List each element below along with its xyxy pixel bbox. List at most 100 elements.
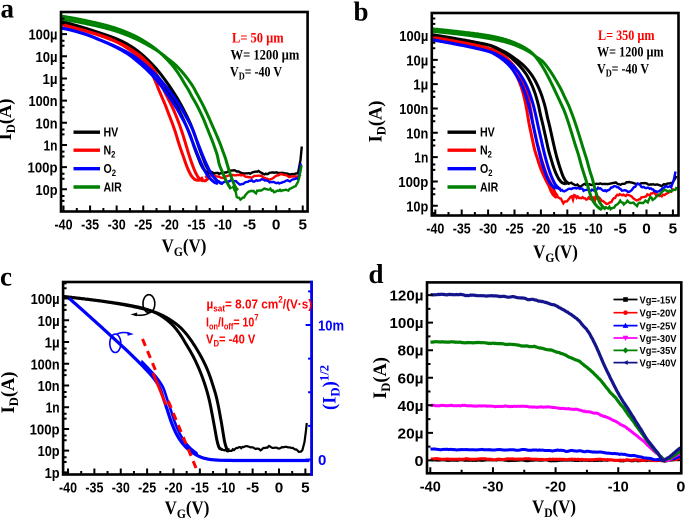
svg-text:-40: -40 — [55, 217, 73, 234]
svg-text:HV: HV — [480, 126, 495, 140]
svg-text:100µ: 100µ — [31, 291, 60, 308]
svg-text:ID(A): ID(A) — [365, 101, 388, 143]
svg-text:-30: -30 — [108, 217, 126, 234]
svg-text:100µ: 100µ — [390, 315, 424, 332]
svg-text:VD= -40 V: VD= -40 V — [597, 60, 649, 78]
svg-text:Vg=-30V: Vg=-30V — [640, 333, 677, 345]
svg-text:-5: -5 — [243, 217, 256, 234]
svg-text:-30: -30 — [112, 480, 130, 497]
svg-text:0: 0 — [642, 221, 651, 238]
svg-text:-40: -40 — [420, 479, 441, 496]
svg-text:-20: -20 — [545, 479, 566, 496]
svg-text:VD= -40 V: VD= -40 V — [230, 63, 282, 81]
svg-text:d: d — [369, 259, 384, 289]
svg-text:-35: -35 — [453, 221, 471, 238]
svg-text:80µ: 80µ — [398, 343, 424, 360]
svg-text:Ion/Ioff= 107: Ion/Ioff= 107 — [206, 313, 259, 332]
svg-text:10p: 10p — [36, 182, 58, 199]
svg-text:W= 1200 µm: W= 1200 µm — [597, 44, 664, 60]
svg-text:ID(A): ID(A) — [0, 372, 21, 414]
svg-text:120µ: 120µ — [390, 288, 424, 305]
svg-text:5: 5 — [301, 480, 310, 497]
svg-text:-5: -5 — [246, 480, 259, 497]
svg-text:0: 0 — [676, 479, 685, 496]
svg-text:100p: 100p — [28, 160, 58, 177]
svg-text:L= 50 µm: L= 50 µm — [232, 30, 284, 46]
svg-text:5: 5 — [669, 221, 678, 238]
svg-text:1n: 1n — [414, 150, 428, 167]
svg-text:-35: -35 — [85, 480, 103, 497]
svg-text:AIR: AIR — [480, 181, 499, 195]
svg-text:-20: -20 — [165, 480, 183, 497]
svg-text:100p: 100p — [30, 421, 60, 438]
svg-text:100n: 100n — [399, 101, 428, 118]
svg-text:10n: 10n — [38, 378, 60, 395]
svg-text:1µ: 1µ — [45, 335, 60, 352]
svg-text:1µ: 1µ — [43, 71, 58, 88]
svg-text:10µ: 10µ — [38, 313, 60, 330]
svg-text:100µ: 100µ — [29, 27, 58, 44]
svg-text:VD= -40 V: VD= -40 V — [206, 332, 255, 349]
svg-text:-20: -20 — [161, 217, 179, 234]
svg-text:-25: -25 — [134, 217, 152, 234]
svg-text:-10: -10 — [217, 480, 235, 497]
svg-text:L= 350 µm: L= 350 µm — [598, 27, 655, 43]
svg-text:5: 5 — [298, 217, 307, 234]
svg-text:40µ: 40µ — [398, 398, 424, 415]
svg-text:10µ: 10µ — [406, 52, 428, 69]
svg-text:-30: -30 — [479, 221, 497, 238]
svg-text:VG(V): VG(V) — [162, 235, 207, 259]
svg-text:-15: -15 — [187, 217, 205, 234]
svg-text:10p: 10p — [406, 198, 428, 215]
svg-text:100p: 100p — [398, 174, 428, 191]
svg-text:-10: -10 — [214, 217, 232, 234]
svg-text:10p: 10p — [38, 443, 60, 460]
svg-text:VD(V): VD(V) — [532, 496, 576, 519]
svg-text:1µ: 1µ — [413, 77, 428, 94]
svg-text:-40: -40 — [426, 221, 444, 238]
svg-text:-35: -35 — [81, 217, 99, 234]
svg-text:b: b — [354, 0, 369, 27]
svg-text:-10: -10 — [608, 479, 629, 496]
svg-text:-25: -25 — [138, 480, 156, 497]
svg-text:10m: 10m — [318, 318, 344, 335]
svg-text:Vg=-20V: Vg=-20V — [640, 308, 677, 320]
svg-text:100n: 100n — [29, 93, 58, 110]
svg-text:100n: 100n — [31, 356, 60, 373]
svg-text:HV: HV — [104, 126, 119, 140]
svg-text:0: 0 — [272, 217, 281, 234]
svg-text:Vg=-15V: Vg=-15V — [640, 294, 677, 306]
svg-text:Vg=-40V: Vg=-40V — [640, 357, 677, 369]
svg-text:W= 1200 µm: W= 1200 µm — [231, 47, 300, 63]
svg-text:VG(V): VG(V) — [533, 241, 578, 265]
svg-text:1n: 1n — [44, 137, 58, 154]
svg-text:ID(A): ID(A) — [370, 357, 393, 399]
svg-text:-20: -20 — [532, 221, 550, 238]
svg-text:Vg=-25V: Vg=-25V — [640, 320, 677, 332]
svg-text:-25: -25 — [506, 221, 524, 238]
svg-text:-5: -5 — [614, 221, 627, 238]
svg-text:0: 0 — [415, 453, 424, 470]
svg-text:-15: -15 — [558, 221, 576, 238]
svg-text:0: 0 — [318, 452, 326, 469]
svg-text:60µ: 60µ — [398, 370, 424, 387]
svg-text:1p: 1p — [45, 465, 60, 482]
svg-text:a: a — [1, 0, 15, 24]
svg-text:100µ: 100µ — [399, 28, 428, 45]
svg-text:VG(V): VG(V) — [165, 497, 210, 519]
svg-text:10n: 10n — [36, 115, 58, 132]
svg-text:1n: 1n — [46, 400, 60, 417]
svg-text:20µ: 20µ — [398, 425, 424, 442]
svg-text:10n: 10n — [406, 125, 428, 142]
svg-text:10µ: 10µ — [36, 49, 58, 66]
svg-text:-10: -10 — [585, 221, 603, 238]
svg-text:µsat= 8.07 cm2/(V·s): µsat= 8.07 cm2/(V·s) — [207, 294, 313, 313]
svg-text:ID(A): ID(A) — [0, 99, 18, 141]
svg-text:AIR: AIR — [104, 181, 123, 195]
svg-text:c: c — [0, 262, 12, 292]
svg-text:0: 0 — [275, 480, 284, 497]
svg-text:-30: -30 — [482, 479, 503, 496]
svg-text:-15: -15 — [191, 480, 209, 497]
svg-text:Vg=-35V: Vg=-35V — [640, 345, 677, 357]
svg-text:-40: -40 — [59, 480, 77, 497]
